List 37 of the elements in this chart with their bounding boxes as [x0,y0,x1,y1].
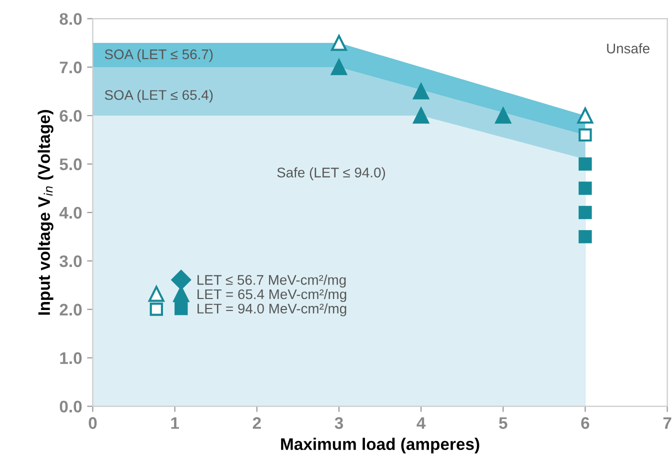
y-tick-label: 8.0 [60,13,82,25]
y-tick-label: 5.0 [60,158,82,170]
x-tick-label: 0 [88,417,97,429]
point [330,59,347,76]
y-tick-label: 1.0 [60,352,82,364]
point [577,108,594,124]
x-tick-label: 1 [171,417,179,429]
legend-label: LET = 65.4 MeV-cm²/mg [198,288,346,302]
y-tick-label: 7.0 [60,62,82,74]
annotation: SOA (LET ≤ 65.4) [104,90,213,103]
legend-label: LET = 94.0 MeV-cm²/mg [198,303,346,316]
y-tick-label: 0.0 [60,400,82,412]
y-tick-label: 3.0 [60,255,82,268]
x-tick-label: 7 [663,417,672,429]
point [578,230,592,244]
x-tick-label: 5 [499,417,508,429]
point [578,206,592,220]
point [578,157,592,171]
point [413,108,430,124]
point [330,34,347,51]
x-axis-title: Maximum load (amperes) [281,438,480,454]
annotation: Safe (LET ≤ 94.0) [277,167,386,180]
legend-label: LET ≤ 56.7 MeV-cm²/mg [198,274,346,288]
annotation: SOA (LET ≤ 56.7) [104,49,213,62]
x-tick-label: 6 [581,417,590,429]
y-axis-title: Input voltage V$_{in}$ (Voltage) [38,110,54,315]
x-tick-label: 4 [416,417,426,429]
point [495,108,512,124]
y-tick-label: 2.0 [60,304,82,316]
y-tick-label: 6.0 [60,110,82,122]
x-tick-label: 2 [252,417,261,429]
point [413,83,430,100]
y-tick-label: 4.0 [59,206,82,219]
point [578,182,592,195]
point [578,128,592,142]
x-tick-label: 3 [334,417,344,429]
annotation: Unsafe [607,43,650,54]
